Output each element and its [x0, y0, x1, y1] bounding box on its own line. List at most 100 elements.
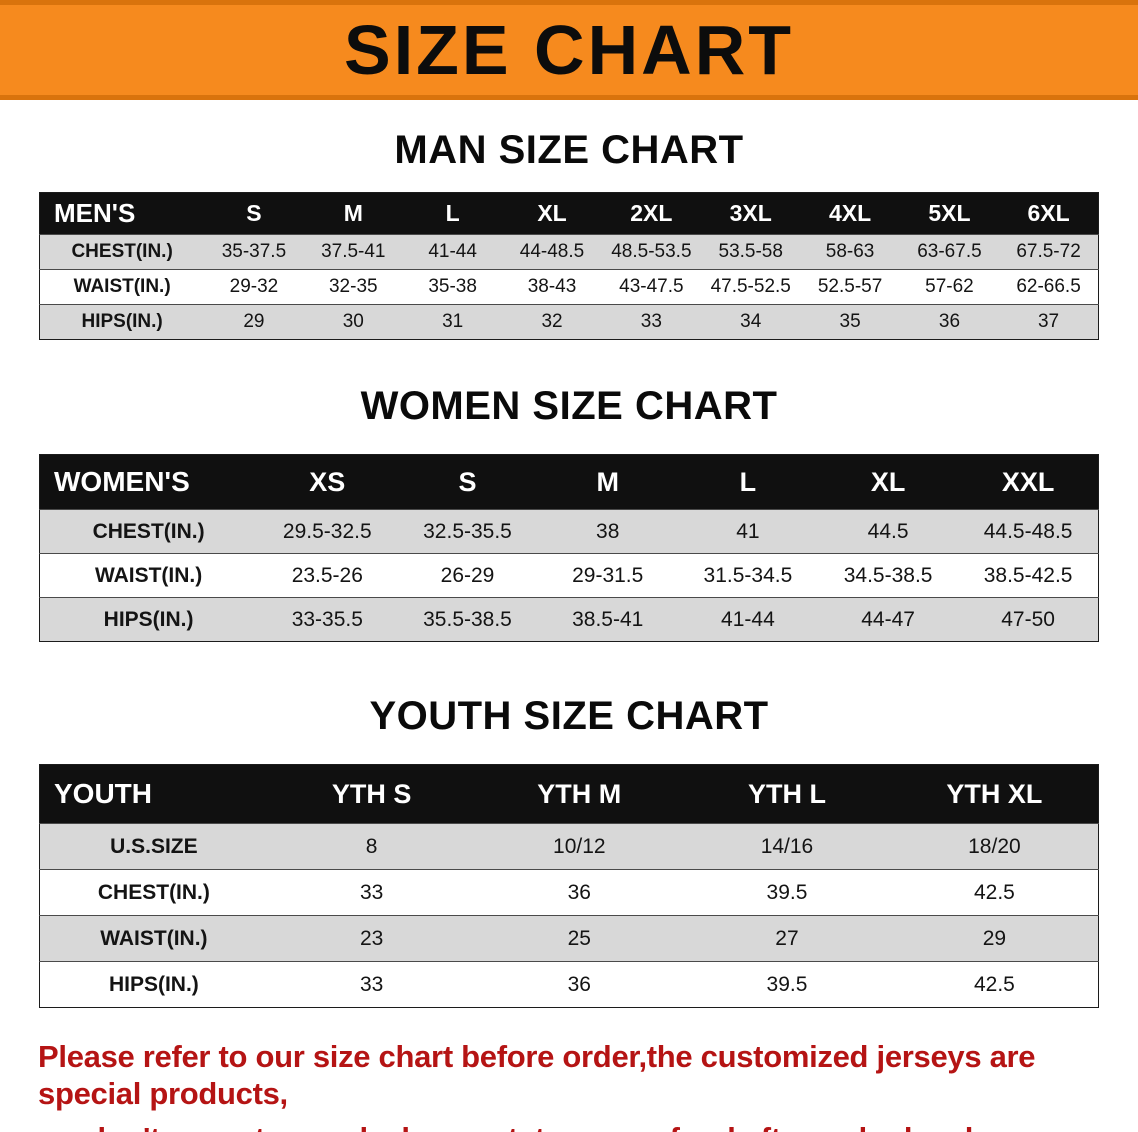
row-label: HIPS(IN.) [39, 304, 205, 340]
table-cell: 42.5 [890, 869, 1099, 916]
table-cell: 41 [677, 509, 819, 554]
table-cell: 39.5 [683, 961, 891, 1008]
table-cell: 33 [601, 304, 702, 340]
row-label: CHEST(IN.) [39, 869, 268, 916]
table-cell: 52.5-57 [800, 269, 900, 305]
table-cell: 32-35 [303, 269, 403, 305]
table-cell: 38.5-41 [537, 597, 678, 642]
table-cell: 33 [267, 869, 476, 916]
men-size-col-7: 4XL [800, 192, 900, 235]
table-cell: 36 [475, 869, 684, 916]
women-header-row: WOMEN'S XS S M L XL XXL [39, 454, 1099, 510]
table-cell: 35-37.5 [204, 234, 304, 270]
table-cell: 33-35.5 [257, 597, 398, 642]
youth-row-0: U.S.SIZE 8 10/12 14/16 18/20 [39, 823, 1099, 870]
table-cell: 53.5-58 [701, 234, 801, 270]
youth-size-col-1: YTH S [267, 764, 476, 824]
men-section-heading: MAN SIZE CHART [394, 128, 744, 172]
table-cell: 58-63 [800, 234, 900, 270]
women-size-col-5: XL [818, 454, 959, 510]
table-cell: 41-44 [677, 597, 819, 642]
women-row-0: CHEST(IN.) 29.5-32.5 32.5-35.5 38 41 44.5 44.5… [39, 509, 1099, 554]
table-cell: 29.5-32.5 [257, 509, 398, 554]
table-cell: 31 [402, 304, 503, 340]
men-size-section: MAN SIZE CHART MEN'S S M L XL 2XL 3XL 4XL 5XL 6XL… [0, 128, 1138, 340]
table-cell: 23.5-26 [257, 553, 398, 598]
table-cell: 48.5-53.5 [601, 234, 702, 270]
men-size-col-9: 6XL [999, 192, 1099, 235]
men-row-0: CHEST(IN.) 35-37.5 37.5-41 41-44 44-48.5 48.5… [39, 234, 1099, 270]
table-cell: 47.5-52.5 [701, 269, 801, 305]
table-cell: 42.5 [890, 961, 1099, 1008]
table-cell: 14/16 [683, 823, 891, 870]
table-cell: 62-66.5 [999, 269, 1099, 305]
table-cell: 37 [999, 304, 1099, 340]
table-cell: 27 [683, 915, 891, 962]
women-size-col-6: XXL [958, 454, 1099, 510]
women-table-title: WOMEN'S [39, 454, 258, 510]
row-label: WAIST(IN.) [39, 915, 268, 962]
row-label: WAIST(IN.) [39, 269, 205, 305]
row-label: CHEST(IN.) [39, 509, 258, 554]
table-cell: 44.5-48.5 [958, 509, 1099, 554]
youth-row-1: CHEST(IN.) 33 36 39.5 42.5 [39, 869, 1099, 916]
row-label: CHEST(IN.) [39, 234, 205, 270]
table-cell: 26-29 [397, 553, 538, 598]
youth-row-3: HIPS(IN.) 33 36 39.5 42.5 [39, 961, 1099, 1008]
women-section-heading: WOMEN SIZE CHART [360, 384, 778, 428]
table-cell: 23 [267, 915, 476, 962]
youth-table-title: YOUTH [39, 764, 268, 824]
men-size-col-5: 2XL [601, 192, 702, 235]
table-cell: 30 [303, 304, 403, 340]
men-header-row: MEN'S S M L XL 2XL 3XL 4XL 5XL 6XL [39, 192, 1099, 235]
table-cell: 31.5-34.5 [677, 553, 819, 598]
table-cell: 10/12 [475, 823, 684, 870]
table-cell: 67.5-72 [999, 234, 1099, 270]
table-cell: 29 [890, 915, 1099, 962]
table-cell: 32.5-35.5 [397, 509, 538, 554]
table-cell: 38.5-42.5 [958, 553, 1099, 598]
youth-section-heading: YOUTH SIZE CHART [369, 694, 769, 738]
footer-note: Please refer to our size chart before or… [38, 1038, 1100, 1132]
table-cell: 34 [701, 304, 801, 340]
men-size-col-6: 3XL [701, 192, 801, 235]
men-size-col-3: L [402, 192, 503, 235]
table-cell: 29 [204, 304, 304, 340]
youth-size-section: YOUTH SIZE CHART YOUTH YTH S YTH M YTH L YTH… [0, 694, 1138, 1008]
table-cell: 29-32 [204, 269, 304, 305]
table-cell: 41-44 [402, 234, 503, 270]
youth-size-col-2: YTH M [475, 764, 684, 824]
men-size-col-2: M [303, 192, 403, 235]
table-cell: 33 [267, 961, 476, 1008]
table-cell: 44.5 [818, 509, 959, 554]
table-cell: 37.5-41 [303, 234, 403, 270]
men-row-2: HIPS(IN.) 29 30 31 32 33 34 35 36 37 [39, 304, 1099, 340]
youth-size-col-4: YTH XL [890, 764, 1099, 824]
table-cell: 47-50 [958, 597, 1099, 642]
women-row-1: WAIST(IN.) 23.5-26 26-29 29-31.5 31.5-34.5 34… [39, 553, 1099, 598]
table-cell: 43-47.5 [601, 269, 702, 305]
page-title: SIZE CHART [344, 11, 794, 89]
table-cell: 39.5 [683, 869, 891, 916]
table-cell: 38-43 [502, 269, 602, 305]
women-size-table: WOMEN'S XS S M L XL XXL CHEST(IN.) 29.5-32.5 32.5… [39, 454, 1099, 642]
women-size-col-4: L [677, 454, 819, 510]
men-row-1: WAIST(IN.) 29-32 32-35 35-38 38-43 43-47.5 47.… [39, 269, 1099, 305]
men-size-col-8: 5XL [899, 192, 1000, 235]
table-cell: 8 [267, 823, 476, 870]
youth-size-col-3: YTH L [683, 764, 891, 824]
table-cell: 32 [502, 304, 602, 340]
women-row-2: HIPS(IN.) 33-35.5 35.5-38.5 38.5-41 41-44 44-… [39, 597, 1099, 642]
table-cell: 63-67.5 [899, 234, 1000, 270]
youth-header-row: YOUTH YTH S YTH M YTH L YTH XL [39, 764, 1099, 824]
row-label: HIPS(IN.) [39, 597, 258, 642]
table-cell: 35.5-38.5 [397, 597, 538, 642]
men-size-col-1: S [204, 192, 304, 235]
men-size-col-4: XL [502, 192, 602, 235]
women-size-col-3: M [537, 454, 678, 510]
youth-size-table: YOUTH YTH S YTH M YTH L YTH XL U.S.SIZE 8 10/12… [39, 764, 1099, 1008]
table-cell: 35-38 [402, 269, 503, 305]
table-cell: 36 [475, 961, 684, 1008]
men-table-title: MEN'S [39, 192, 205, 235]
